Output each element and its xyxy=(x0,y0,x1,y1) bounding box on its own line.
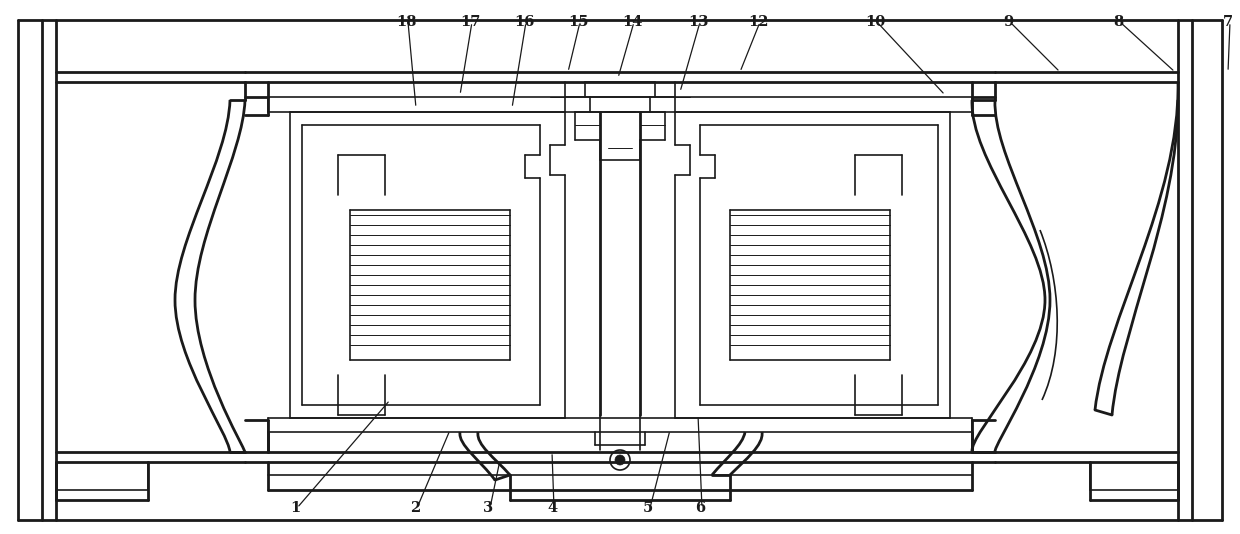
Text: 8: 8 xyxy=(1114,15,1123,29)
Text: 5: 5 xyxy=(642,501,653,515)
Text: 14: 14 xyxy=(621,15,642,29)
Text: 1: 1 xyxy=(290,501,300,515)
Text: 3: 3 xyxy=(482,501,494,515)
Circle shape xyxy=(615,455,625,465)
Text: 2: 2 xyxy=(410,501,420,515)
Text: 12: 12 xyxy=(748,15,769,29)
Text: 18: 18 xyxy=(396,15,417,29)
Text: 15: 15 xyxy=(568,15,588,29)
Text: 4: 4 xyxy=(547,501,557,515)
Text: 16: 16 xyxy=(513,15,534,29)
Text: 17: 17 xyxy=(460,15,480,29)
Text: 7: 7 xyxy=(1223,15,1233,29)
Text: 10: 10 xyxy=(864,15,885,29)
Text: 13: 13 xyxy=(688,15,708,29)
Text: 9: 9 xyxy=(1003,15,1013,29)
Text: 6: 6 xyxy=(694,501,706,515)
